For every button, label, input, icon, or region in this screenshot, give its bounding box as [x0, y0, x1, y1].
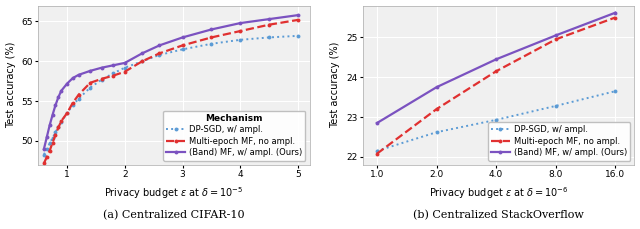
(Band) MF, w/ ampl. (Ours) — [552, 34, 559, 37]
(Band) MF, w/ ampl. (Ours) — [75, 74, 83, 76]
X-axis label: Privacy budget $\varepsilon$ at $\delta=10^{-6}$: Privacy budget $\varepsilon$ at $\delta=… — [429, 185, 568, 201]
Multi-epoch MF, no ampl. — [373, 152, 381, 155]
Line: DP-SGD, w/ ampl.: DP-SGD, w/ ampl. — [375, 89, 617, 153]
Line: Multi-epoch MF, no ampl.: Multi-epoch MF, no ampl. — [375, 16, 617, 156]
DP-SGD, w/ ampl. — [69, 104, 77, 106]
Y-axis label: Test accuracy (%): Test accuracy (%) — [330, 42, 340, 128]
(Band) MF, w/ ampl. (Ours) — [237, 22, 244, 25]
DP-SGD, w/ ampl. — [121, 66, 129, 69]
(Band) MF, w/ ampl. (Ours) — [69, 77, 77, 79]
Legend: DP-SGD, w/ ampl., Multi-epoch MF, no ampl., (Band) MF, w/ ampl. (Ours): DP-SGD, w/ ampl., Multi-epoch MF, no amp… — [163, 111, 305, 161]
Line: (Band) MF, w/ ampl. (Ours): (Band) MF, w/ ampl. (Ours) — [375, 11, 617, 125]
Multi-epoch MF, no ampl. — [179, 44, 186, 47]
DP-SGD, w/ ampl. — [552, 105, 559, 107]
DP-SGD, w/ ampl. — [237, 38, 244, 41]
Multi-epoch MF, no ampl. — [75, 93, 83, 96]
(Band) MF, w/ ampl. (Ours) — [433, 86, 440, 89]
(Band) MF, w/ ampl. (Ours) — [63, 82, 71, 85]
Multi-epoch MF, no ampl. — [54, 126, 62, 129]
DP-SGD, w/ ampl. — [373, 150, 381, 152]
Line: DP-SGD, w/ ampl.: DP-SGD, w/ ampl. — [42, 34, 300, 156]
DP-SGD, w/ ampl. — [433, 131, 440, 134]
(Band) MF, w/ ampl. (Ours) — [46, 124, 54, 126]
Multi-epoch MF, no ampl. — [69, 101, 77, 104]
DP-SGD, w/ ampl. — [98, 78, 106, 81]
(Band) MF, w/ ampl. (Ours) — [49, 113, 56, 116]
Y-axis label: Test accuracy (%): Test accuracy (%) — [6, 42, 15, 128]
DP-SGD, w/ ampl. — [49, 136, 56, 139]
DP-SGD, w/ ampl. — [156, 54, 163, 56]
(Band) MF, w/ ampl. (Ours) — [492, 58, 500, 61]
(Band) MF, w/ ampl. (Ours) — [54, 96, 62, 98]
Multi-epoch MF, no ampl. — [98, 77, 106, 80]
Multi-epoch MF, no ampl. — [121, 70, 129, 73]
Multi-epoch MF, no ampl. — [63, 112, 71, 114]
(Band) MF, w/ ampl. (Ours) — [98, 66, 106, 69]
(Band) MF, w/ ampl. (Ours) — [138, 52, 146, 55]
Multi-epoch MF, no ampl. — [86, 82, 94, 84]
DP-SGD, w/ ampl. — [54, 125, 62, 128]
(Band) MF, w/ ampl. (Ours) — [86, 70, 94, 72]
(Band) MF, w/ ampl. (Ours) — [121, 62, 129, 64]
(Band) MF, w/ ampl. (Ours) — [207, 28, 215, 31]
Multi-epoch MF, no ampl. — [46, 149, 54, 152]
Line: Multi-epoch MF, no ampl.: Multi-epoch MF, no ampl. — [42, 18, 300, 165]
(Band) MF, w/ ampl. (Ours) — [109, 64, 117, 67]
(Band) MF, w/ ampl. (Ours) — [52, 104, 60, 106]
DP-SGD, w/ ampl. — [75, 97, 83, 100]
DP-SGD, w/ ampl. — [138, 60, 146, 63]
DP-SGD, w/ ampl. — [86, 86, 94, 89]
Text: (a) Centralized CIFAR-10: (a) Centralized CIFAR-10 — [103, 210, 244, 220]
Multi-epoch MF, no ampl. — [237, 30, 244, 33]
(Band) MF, w/ ampl. (Ours) — [294, 14, 302, 16]
DP-SGD, w/ ampl. — [611, 90, 619, 93]
(Band) MF, w/ ampl. (Ours) — [58, 89, 65, 92]
Multi-epoch MF, no ampl. — [433, 108, 440, 110]
DP-SGD, w/ ampl. — [179, 48, 186, 51]
Multi-epoch MF, no ampl. — [207, 36, 215, 39]
DP-SGD, w/ ampl. — [109, 72, 117, 75]
(Band) MF, w/ ampl. (Ours) — [156, 44, 163, 47]
Multi-epoch MF, no ampl. — [266, 23, 273, 26]
DP-SGD, w/ ampl. — [43, 147, 51, 150]
Legend: DP-SGD, w/ ampl., Multi-epoch MF, no ampl., (Band) MF, w/ ampl. (Ours): DP-SGD, w/ ampl., Multi-epoch MF, no amp… — [488, 122, 630, 161]
(Band) MF, w/ ampl. (Ours) — [43, 136, 51, 138]
Multi-epoch MF, no ampl. — [156, 52, 163, 55]
DP-SGD, w/ ampl. — [58, 120, 65, 123]
Multi-epoch MF, no ampl. — [43, 155, 51, 158]
(Band) MF, w/ ampl. (Ours) — [266, 18, 273, 20]
DP-SGD, w/ ampl. — [294, 34, 302, 37]
DP-SGD, w/ ampl. — [40, 153, 48, 156]
DP-SGD, w/ ampl. — [266, 36, 273, 39]
(Band) MF, w/ ampl. (Ours) — [179, 36, 186, 39]
Multi-epoch MF, no ampl. — [52, 133, 60, 136]
DP-SGD, w/ ampl. — [492, 118, 500, 121]
Multi-epoch MF, no ampl. — [49, 141, 56, 144]
Multi-epoch MF, no ampl. — [58, 120, 65, 123]
Multi-epoch MF, no ampl. — [611, 16, 619, 19]
Line: (Band) MF, w/ ampl. (Ours): (Band) MF, w/ ampl. (Ours) — [42, 13, 300, 151]
Multi-epoch MF, no ampl. — [138, 60, 146, 63]
(Band) MF, w/ ampl. (Ours) — [373, 122, 381, 124]
X-axis label: Privacy budget $\varepsilon$ at $\delta=10^{-5}$: Privacy budget $\varepsilon$ at $\delta=… — [104, 185, 244, 201]
Multi-epoch MF, no ampl. — [109, 74, 117, 77]
Multi-epoch MF, no ampl. — [40, 162, 48, 165]
(Band) MF, w/ ampl. (Ours) — [40, 147, 48, 150]
DP-SGD, w/ ampl. — [46, 142, 54, 145]
(Band) MF, w/ ampl. (Ours) — [611, 11, 619, 14]
DP-SGD, w/ ampl. — [207, 42, 215, 45]
Text: (b) Centralized StackOverflow: (b) Centralized StackOverflow — [413, 210, 584, 220]
Multi-epoch MF, no ampl. — [294, 19, 302, 21]
Multi-epoch MF, no ampl. — [552, 38, 559, 41]
DP-SGD, w/ ampl. — [52, 131, 60, 134]
Multi-epoch MF, no ampl. — [492, 70, 500, 73]
DP-SGD, w/ ampl. — [63, 112, 71, 114]
